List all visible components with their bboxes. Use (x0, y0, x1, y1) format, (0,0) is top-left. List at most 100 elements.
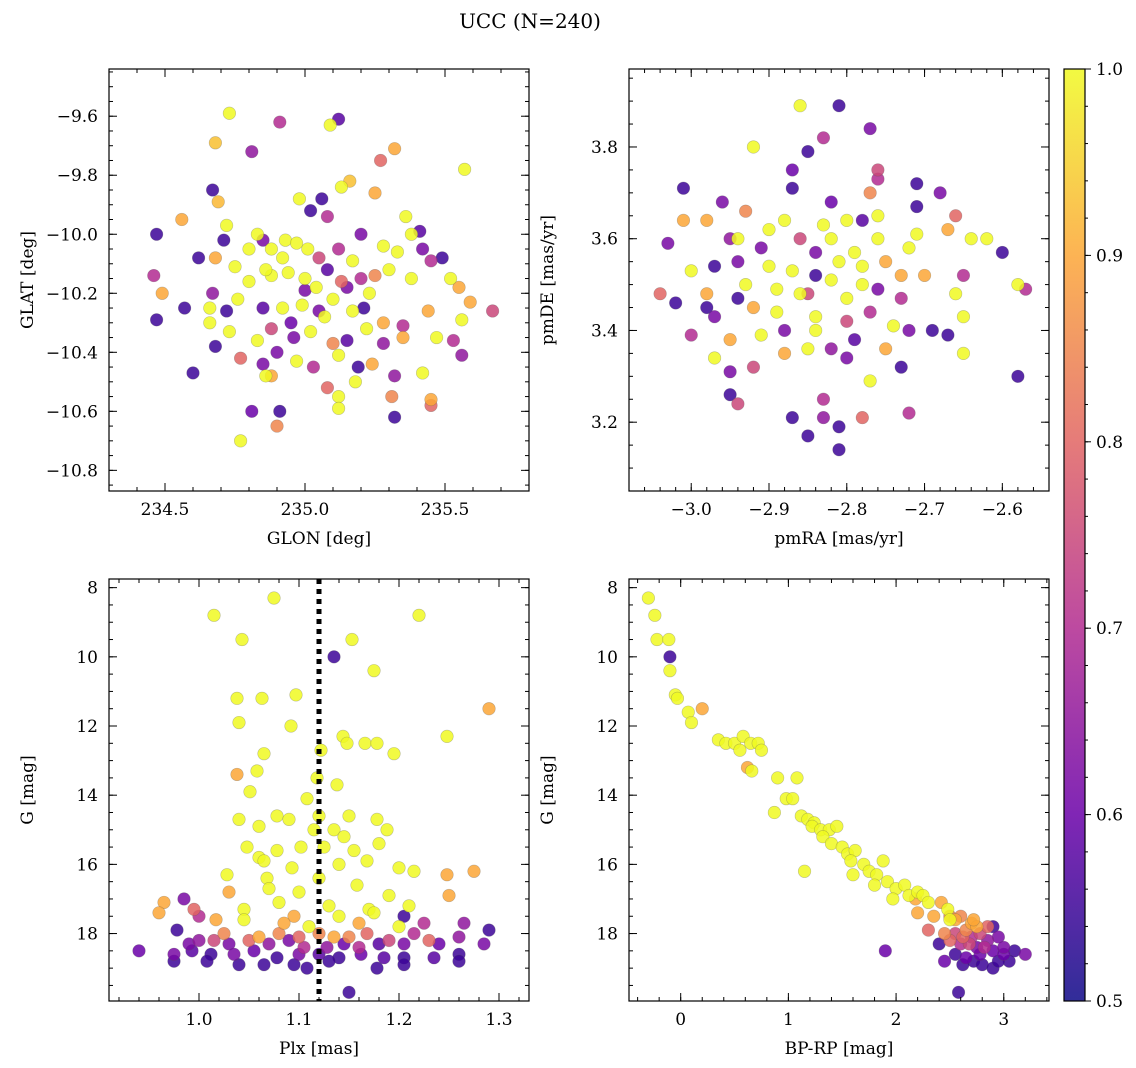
data-point (245, 404, 259, 418)
data-point (1011, 277, 1025, 292)
data-point (463, 295, 477, 309)
data-point (793, 232, 807, 246)
data-point (700, 287, 714, 301)
y-tick-label: −10.6 (46, 402, 98, 422)
x-tick-label: 0 (675, 1010, 686, 1030)
data-point (203, 316, 217, 330)
x-tick-label: 1.2 (385, 1010, 412, 1030)
data-point (424, 254, 438, 268)
data-point (203, 301, 217, 315)
data-point (452, 954, 466, 968)
data-point (785, 411, 799, 425)
data-point (367, 664, 381, 678)
data-point (376, 239, 391, 253)
data-point (894, 291, 908, 305)
data-point (297, 940, 311, 954)
data-point (347, 843, 361, 858)
data-point (467, 864, 481, 878)
data-point (312, 251, 326, 265)
data-point (256, 301, 270, 315)
data-point (392, 920, 406, 934)
data-point (208, 136, 222, 150)
data-point (285, 861, 299, 875)
data-point (264, 242, 279, 256)
data-point (832, 420, 846, 434)
data-point (754, 328, 768, 342)
data-point (816, 830, 830, 844)
data-point (322, 954, 336, 968)
data-point (739, 204, 753, 218)
y-tick-label: 3.6 (591, 230, 618, 250)
data-point (320, 209, 335, 224)
data-point (390, 245, 405, 259)
data-point (653, 287, 667, 301)
data-point (684, 715, 699, 730)
data-point (785, 264, 799, 278)
colorbar-gradient (1064, 69, 1085, 1001)
data-point (259, 369, 273, 383)
data-point (342, 985, 356, 999)
axes-frame (628, 68, 1050, 492)
data-point (147, 268, 161, 283)
data-point (282, 812, 296, 827)
data-point (910, 227, 924, 241)
data-point (272, 926, 286, 941)
data-point (284, 719, 298, 733)
data-point (723, 333, 737, 347)
data-point (292, 885, 306, 899)
data-point (257, 854, 271, 868)
data-point (452, 930, 466, 944)
y-axis-label: GLAT [deg] (18, 231, 38, 329)
data-point (323, 118, 337, 132)
data-point (332, 348, 346, 362)
data-point (372, 837, 386, 851)
y-tick-label: 14 (596, 786, 618, 806)
data-point (745, 764, 759, 778)
data-point (863, 122, 877, 136)
colorbar-tick-label: 1.0 (1096, 60, 1123, 80)
data-point (695, 702, 709, 716)
data-point (871, 163, 885, 177)
data-point (234, 434, 248, 448)
data-point (455, 348, 469, 362)
x-tick-label: −2.7 (904, 500, 945, 520)
data-point (927, 909, 941, 923)
data-point (295, 298, 309, 312)
data-point (302, 920, 316, 934)
data-point (358, 736, 372, 750)
data-point (863, 186, 877, 200)
data-point (731, 397, 745, 411)
data-point (277, 916, 291, 930)
colorbar-tick-label: 0.7 (1096, 619, 1123, 639)
data-point (457, 916, 471, 930)
data-point (417, 916, 431, 930)
data-point (824, 342, 838, 356)
data-point (318, 310, 332, 324)
data-point (326, 292, 340, 306)
colorbar-tick-label: 0.8 (1096, 433, 1123, 453)
data-point (871, 209, 885, 223)
data-point (855, 277, 869, 292)
data-point (257, 747, 271, 761)
data-point (232, 812, 246, 827)
data-point (421, 304, 435, 318)
data-point (486, 304, 500, 318)
data-point (230, 691, 244, 705)
data-point (388, 369, 402, 383)
data-point (921, 895, 935, 910)
data-point (700, 300, 714, 315)
data-point (245, 145, 259, 159)
x-axis-label: Plx [mas] (279, 1039, 359, 1059)
data-point (723, 365, 737, 379)
data-point (648, 608, 662, 622)
data-point (847, 333, 862, 347)
data-point (132, 944, 146, 958)
data-point (337, 830, 351, 844)
data-point (933, 186, 947, 200)
data-point (292, 192, 307, 206)
data-point (964, 232, 978, 246)
colorbar-tick-label: 0.6 (1096, 806, 1123, 826)
x-tick-label: 235.5 (421, 500, 470, 520)
data-point (871, 232, 885, 246)
data-point (340, 736, 354, 750)
